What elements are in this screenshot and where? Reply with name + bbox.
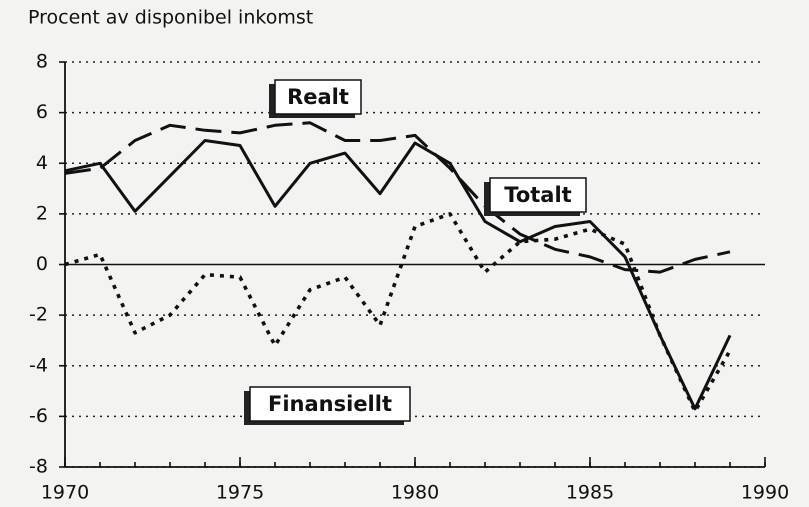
y-tick-label: -6 [29,405,48,427]
y-tick-label: 4 [36,152,48,174]
y-tick-label: 2 [36,202,48,224]
x-tick-label: 1975 [216,482,264,504]
series-line [64,139,732,411]
label-box [489,177,587,213]
legend-entry: Totalt [504,183,571,207]
series-label: Totalt [484,177,587,216]
x-tick-label: 1970 [41,482,89,504]
label-box [249,386,411,422]
x-tick-label: 1985 [566,482,614,504]
series-line [64,121,731,274]
label-box [274,79,362,115]
x-tick-label: 1990 [741,482,789,504]
legend-entry: Finansiellt [268,392,392,416]
series-label: Realt [269,79,362,118]
y-tick-label: 0 [36,253,48,275]
y-tick-label: 6 [36,101,48,123]
series-line [64,212,732,414]
y-tick-label: -8 [29,456,48,478]
x-tick-label: 1980 [391,482,439,504]
y-tick-label: -2 [29,304,48,326]
series-label: Finansiellt [244,386,411,425]
legend-entry: Realt [287,85,349,109]
y-tick-label: 8 [36,51,48,73]
y-tick-label: -4 [29,354,48,376]
y-axis-label: Procent av disponibel inkomst [28,7,313,29]
